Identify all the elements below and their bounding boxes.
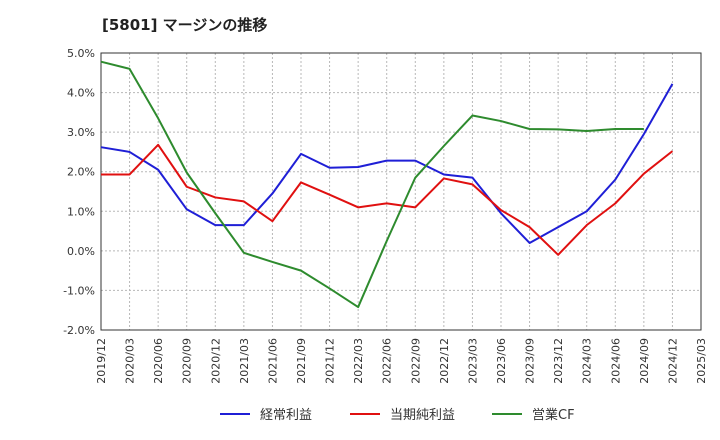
- x-tick-label: 2020/09: [181, 338, 194, 384]
- x-tick-label: 2021/12: [324, 338, 337, 384]
- y-tick-label: -1.0%: [63, 284, 95, 297]
- x-tick-label: 2020/03: [124, 338, 137, 384]
- y-tick-label: 3.0%: [67, 126, 95, 139]
- x-tick-label: 2022/09: [409, 338, 422, 384]
- x-tick-label: 2024/12: [666, 338, 679, 384]
- legend-layer: 経常利益 当期純利益 営業CF: [220, 407, 575, 423]
- plot-frame: [100, 52, 702, 331]
- grid-layer: [101, 53, 701, 330]
- chart-title: [5801] マージンの推移: [102, 16, 268, 34]
- y-tick-label: 4.0%: [67, 87, 95, 100]
- legend-label: 経常利益: [260, 408, 312, 423]
- x-tick-label: 2020/06: [152, 338, 165, 384]
- y-tick-label: 2.0%: [67, 166, 95, 179]
- x-tick-label: 2024/03: [581, 338, 594, 384]
- y-tick-label: -2.0%: [63, 324, 95, 337]
- y-tick-label: 1.0%: [67, 205, 95, 218]
- y-tick-label: 5.0%: [67, 47, 95, 60]
- legend-label: 営業CF: [532, 407, 575, 423]
- x-tick-label: 2023/09: [524, 338, 537, 384]
- x-tick-label: 2022/06: [381, 338, 394, 384]
- series-layer: [100, 60, 674, 309]
- axis-layer: 5.0% 4.0% 3.0% 2.0% 1.0% 0.0% -1.0% -2.0%2019/1…: [63, 47, 708, 384]
- x-tick-label: 2023/12: [552, 338, 565, 384]
- y-tick-label: 0.0%: [67, 245, 95, 258]
- x-tick-label: 2023/03: [466, 338, 479, 384]
- x-tick-label: 2019/12: [95, 338, 108, 384]
- x-tick-label: 2022/03: [352, 338, 365, 384]
- series-line: [100, 83, 674, 244]
- x-tick-label: 2022/12: [438, 338, 451, 384]
- legend-label: 当期純利益: [390, 408, 455, 423]
- x-tick-label: 2021/03: [238, 338, 251, 384]
- series-line: [100, 60, 644, 309]
- x-tick-label: 2021/06: [266, 338, 279, 384]
- x-tick-label: 2020/12: [209, 338, 222, 384]
- x-tick-label: 2023/06: [495, 338, 508, 384]
- x-tick-label: 2024/09: [638, 338, 651, 384]
- series-line: [101, 143, 674, 256]
- x-tick-label: 2021/09: [295, 338, 308, 384]
- x-tick-label: 2024/06: [609, 338, 622, 384]
- x-tick-label: 2025/03: [695, 338, 708, 384]
